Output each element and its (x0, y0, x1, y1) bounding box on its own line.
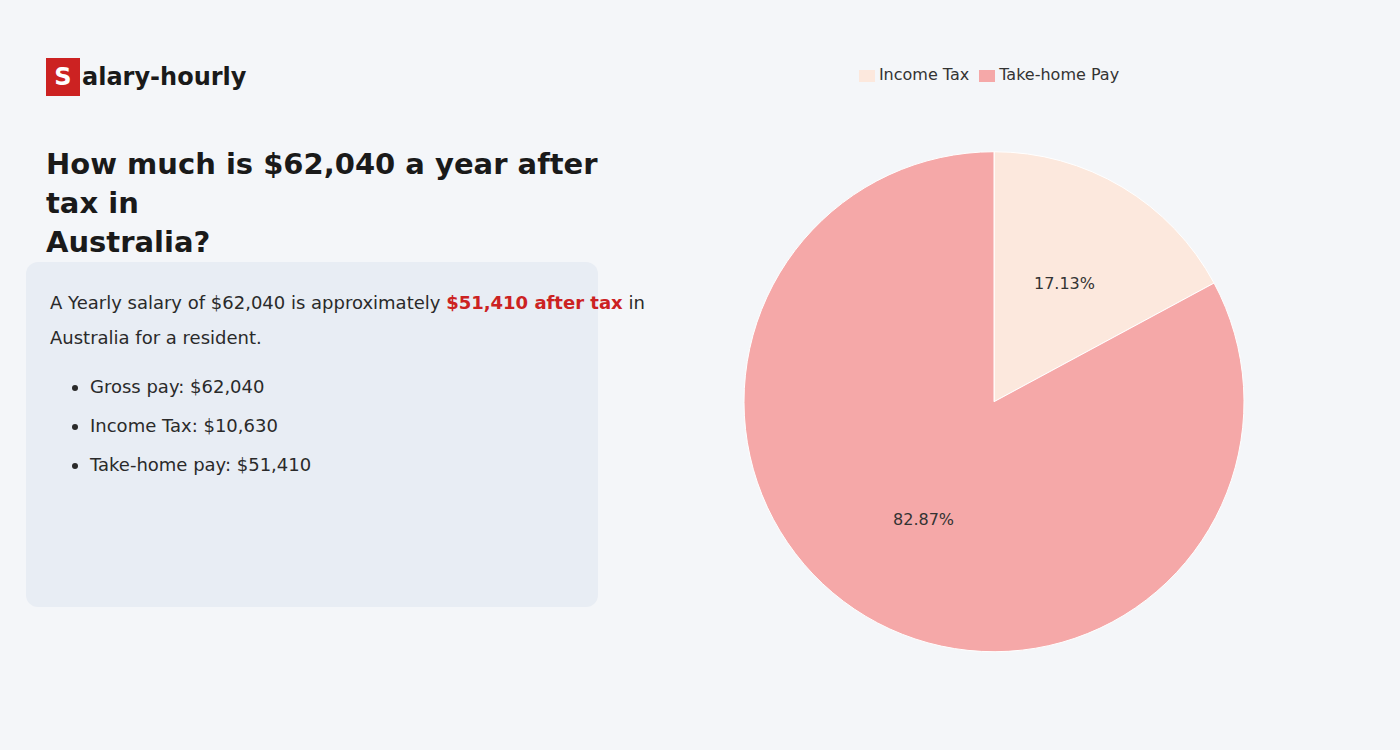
html-text:Income Tax: $10,630: Income Tax: $10,630 (90, 415, 278, 436)
html-text:Income Tax: Income Tax (878, 65, 970, 84)
svg-text:17.13%: 17.13% (1034, 274, 1095, 293)
html-text:Take-home Pay: Take-home Pay (999, 65, 1120, 84)
html-text:S: S (54, 63, 72, 91)
html-text:Gross pay: $62,040: Gross pay: $62,040 (90, 376, 265, 397)
html-text:alary-hourly: alary-hourly (82, 63, 247, 91)
html-text:Take-home pay: $51,410: Take-home pay: $51,410 (90, 454, 312, 475)
svg-text:82.87%: 82.87% (893, 510, 954, 529)
html-text:Australia for a resident.: Australia for a resident. (50, 327, 262, 348)
html-text:How much is $62,040 a year aft: How much is $62,040 a year after tax in … (46, 147, 598, 260)
html-text:A Yearly salary of $62,040 is: A Yearly salary of $62,040 is approximat… (50, 292, 645, 313)
